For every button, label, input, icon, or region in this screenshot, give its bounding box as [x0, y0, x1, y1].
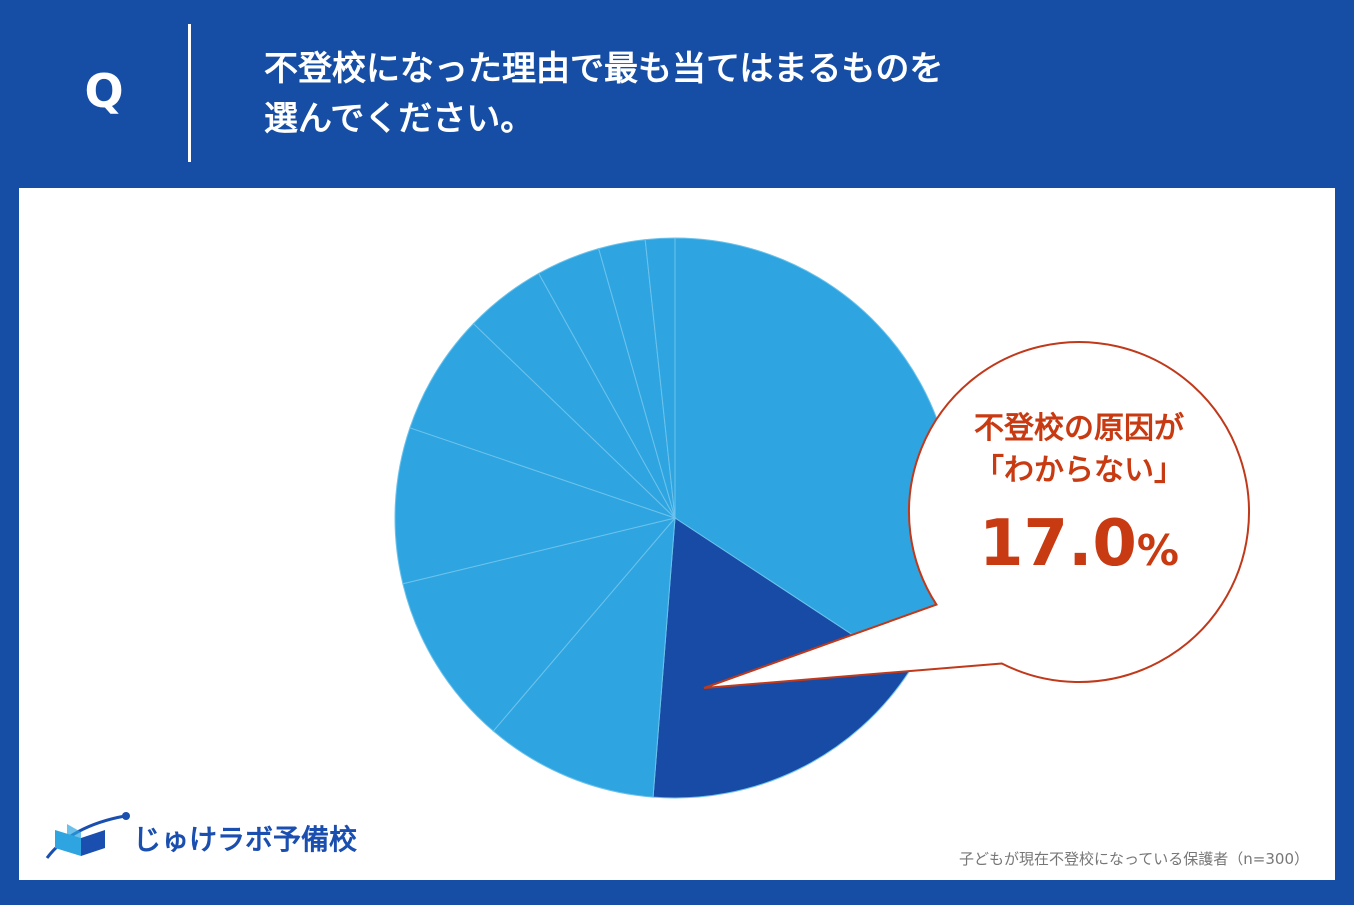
callout-line-1: 不登校の原因が [974, 411, 1184, 446]
chart-panel: 不登校の原因が 「わからない」 17.0% じゅけラボ予備校 子どもが現在不登校… [19, 188, 1335, 880]
pie-slice [394, 427, 677, 585]
question-text: 不登校になった理由で最も当てはまるものを 選んでください。 [264, 44, 1264, 144]
pie-slice [402, 517, 677, 732]
pie-chart [394, 237, 1250, 799]
pie-slice [652, 517, 910, 799]
brand-logo: じゅけラボ予備校 [41, 808, 361, 862]
callout-line-2: 「わからない」 [974, 453, 1184, 488]
q-mark: Q [84, 64, 124, 118]
callout-text: 不登校の原因が 「わからない」 17.0% [899, 408, 1259, 584]
open-book-icon [45, 812, 130, 859]
callout-value-number: 17.0 [979, 507, 1137, 581]
callout-bubble [703, 341, 1250, 689]
brand-name: じゅけラボ予備校 [133, 823, 358, 856]
header: Q 不登校になった理由で最も当てはまるものを 選んでください。 [0, 0, 1354, 188]
question-line-1: 不登校になった理由で最も当てはまるものを [264, 49, 944, 89]
header-divider [188, 24, 191, 162]
callout-value-unit: % [1136, 526, 1179, 575]
pie-slice [492, 516, 676, 798]
footnote: 子どもが現在不登校になっている保護者（n=300） [959, 850, 1309, 868]
question-line-2: 選んでください。 [264, 99, 535, 139]
callout-value: 17.0% [899, 504, 1259, 584]
pie-slices [394, 237, 956, 799]
pie-slice [409, 322, 676, 519]
pie-slice [644, 237, 676, 519]
